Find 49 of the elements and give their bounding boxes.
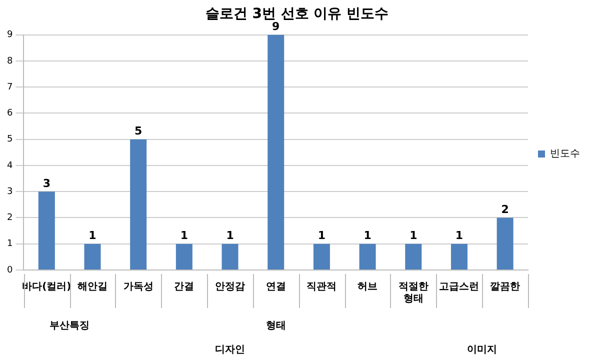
x-tick-label: 안정감 [215,282,246,293]
text: 부산특징 [50,320,90,332]
x-tick-label: 고급스런 [439,282,480,293]
y-tick-label: 0 [6,265,13,276]
y-tick-label: 3 [6,186,13,197]
y-tick-label: 1 [6,239,13,250]
data-label: 5 [134,124,142,138]
bar [359,244,376,270]
data-label: 1 [180,229,188,242]
x-tick-label: 적절한 형태 [398,282,428,305]
x-tick-label: 깔끔한 [490,282,520,293]
data-label: 3 [42,176,50,190]
x-tick-label: 바다(컬러) [22,282,72,293]
y-tick-label: 7 [6,82,13,92]
x-tick-label: 간결 [174,282,194,293]
x-tick-label: 연결 [266,282,286,293]
data-label: 1 [88,229,96,242]
data-label: 9 [272,20,280,34]
bar [496,218,514,270]
data-label: 1 [364,229,372,242]
chart-title: 슬로건 3번 선호 이유 빈도수 [205,6,389,22]
data-label: 1 [318,229,326,242]
bar [84,244,101,270]
legend-label: 빈도수 [550,148,580,160]
x-tick-label: 가독성 [123,282,154,293]
bar [405,244,422,270]
x-tick-label: 직관적 [306,282,337,293]
data-label: 1 [455,229,464,242]
y-tick-label: 6 [6,108,13,119]
bar [176,244,192,270]
y-tick-label: 9 [6,30,13,40]
bar [313,244,330,270]
data-label: 1 [410,229,418,242]
y-tick-label: 2 [6,213,13,224]
x-tick-label: 허브 [358,282,378,293]
text: 형태 [266,320,286,332]
data-label: 2 [501,203,509,216]
text: 디자인 [215,344,246,356]
y-tick-label: 4 [6,160,13,171]
bar [130,139,147,270]
bar [38,192,55,270]
bar [268,34,284,270]
y-tick-label: 8 [6,56,13,66]
bar [222,244,238,270]
data-label: 1 [226,229,234,242]
y-tick-label: 5 [6,134,13,145]
bar [450,244,468,270]
text: 이미지 [467,344,498,356]
x-tick-label: 해안길 [77,282,108,293]
